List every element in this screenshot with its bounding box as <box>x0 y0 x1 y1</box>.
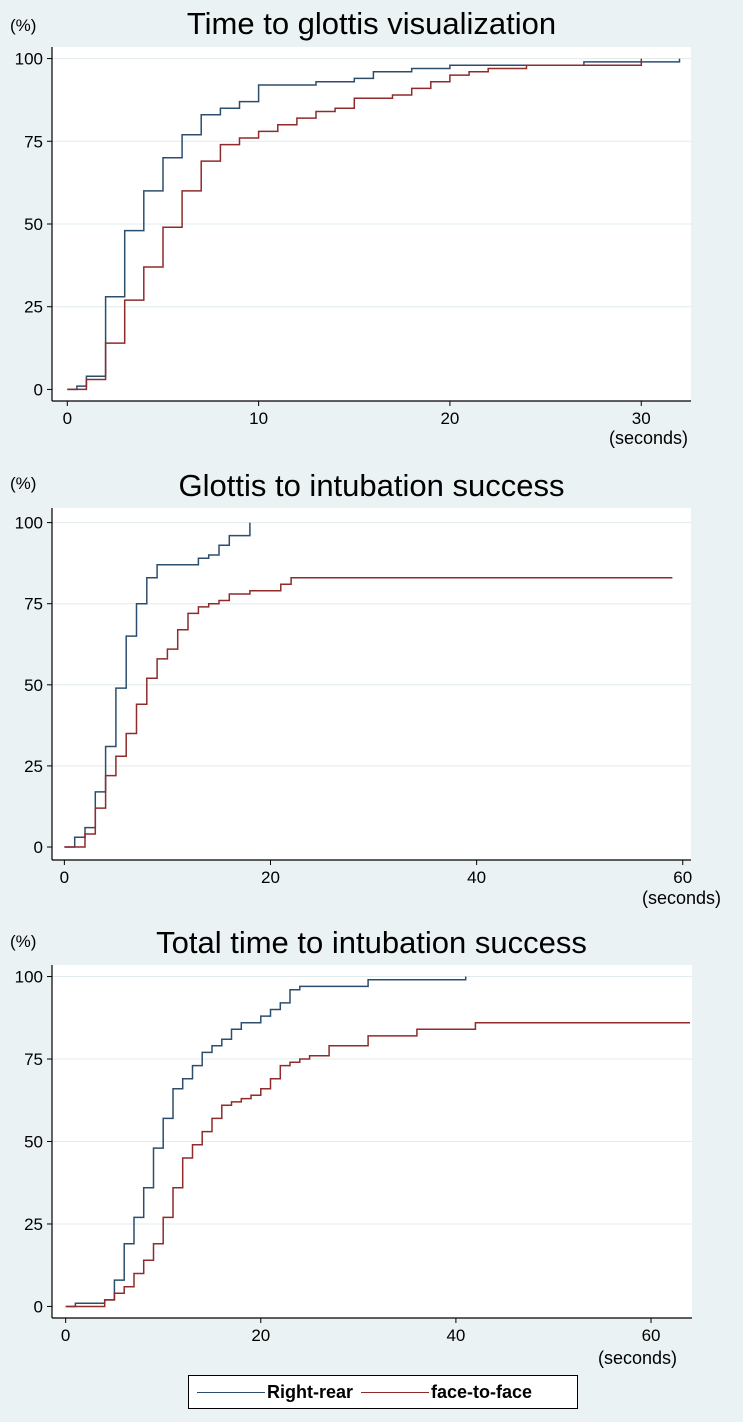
y-tick-label: 25 <box>24 1215 43 1234</box>
x-tick-label: 0 <box>63 409 72 428</box>
legend-swatch-right-rear <box>197 1391 265 1393</box>
chart-title: Total time to intubation success <box>156 925 587 960</box>
y-tick-label: 25 <box>24 757 43 776</box>
x-axis-label: (seconds) <box>609 428 689 448</box>
x-axis-label: (seconds) <box>642 888 722 908</box>
x-tick-label: 20 <box>261 868 280 887</box>
series-line-face-to-face <box>65 1021 690 1308</box>
y-tick-label: 100 <box>15 50 43 69</box>
y-tick-label: 50 <box>24 676 43 695</box>
y-tick-label: 25 <box>24 298 43 317</box>
y-axis-label: (%) <box>10 932 37 951</box>
legend-swatch-face-to-face <box>361 1391 430 1393</box>
x-tick-label: 60 <box>673 868 692 887</box>
legend-label: Right-rear <box>267 1381 354 1402</box>
x-tick-label: 10 <box>249 409 268 428</box>
y-tick-label: 75 <box>24 595 43 614</box>
x-tick-label: 20 <box>440 409 459 428</box>
x-tick-label: 60 <box>642 1326 661 1345</box>
x-tick-label: 20 <box>251 1326 270 1345</box>
x-tick-label: 40 <box>446 1326 465 1345</box>
y-tick-label: 0 <box>34 1297 43 1316</box>
series-line-right-rear <box>64 522 251 848</box>
y-tick-label: 0 <box>34 380 43 399</box>
chart-title: Glottis to intubation success <box>178 468 565 503</box>
x-tick-label: 30 <box>632 409 651 428</box>
y-tick-label: 75 <box>24 132 43 151</box>
x-tick-label: 40 <box>467 868 486 887</box>
chart-title: Time to glottis visualization <box>186 6 557 41</box>
x-axis-label: (seconds) <box>598 1348 678 1368</box>
series-line-face-to-face <box>64 577 673 848</box>
y-tick-label: 0 <box>34 838 43 857</box>
x-tick-label: 0 <box>60 868 69 887</box>
y-tick-label: 100 <box>15 514 43 533</box>
chart-legend: Right-rear face-to-face <box>188 1375 578 1409</box>
y-tick-label: 50 <box>24 1133 43 1152</box>
plot-area <box>52 508 691 860</box>
y-axis-label: (%) <box>10 474 37 493</box>
x-tick-label: 0 <box>61 1326 70 1345</box>
series-line-face-to-face <box>67 58 643 391</box>
legend-entry-face-to-face: face-to-face <box>361 1382 532 1403</box>
y-tick-label: 75 <box>24 1050 43 1069</box>
series-line-right-rear <box>65 976 467 1308</box>
y-tick-label: 50 <box>24 215 43 234</box>
series-line-right-rear <box>67 58 681 391</box>
legend-entry-right-rear: Right-rear <box>197 1382 353 1403</box>
y-axis-label: (%) <box>10 16 37 35</box>
y-tick-label: 100 <box>15 968 43 987</box>
legend-label: face-to-face <box>431 1381 533 1402</box>
